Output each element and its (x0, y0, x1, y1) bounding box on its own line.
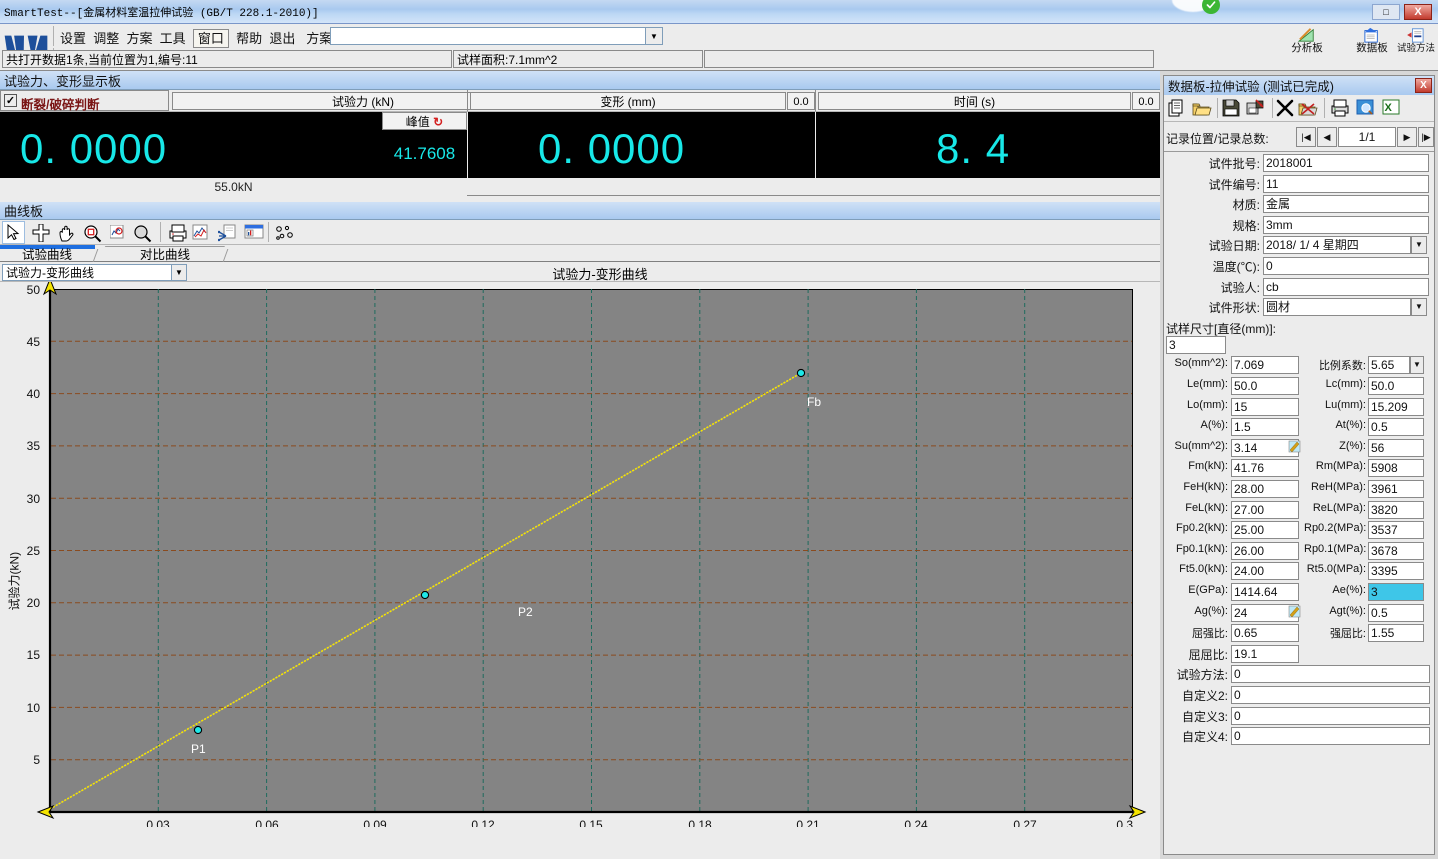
svg-text:0.12: 0.12 (471, 818, 495, 827)
svg-text:0.15: 0.15 (579, 818, 603, 827)
svg-text:P2: P2 (518, 605, 533, 619)
svg-text:0.24: 0.24 (904, 818, 928, 827)
svg-text:40: 40 (27, 387, 41, 401)
svg-text:35: 35 (27, 439, 41, 453)
svg-text:45: 45 (27, 335, 41, 349)
svg-text:50: 50 (27, 283, 41, 297)
svg-text:Fb: Fb (807, 395, 821, 409)
svg-text:0.21: 0.21 (796, 818, 820, 827)
svg-text:0.06: 0.06 (255, 818, 279, 827)
svg-text:10: 10 (27, 701, 41, 715)
svg-text:0.18: 0.18 (688, 818, 712, 827)
svg-text:15: 15 (27, 648, 41, 662)
svg-text:0.3: 0.3 (1116, 818, 1133, 827)
svg-text:25: 25 (27, 544, 41, 558)
svg-text:X: X (1385, 102, 1393, 114)
svg-text:P1: P1 (191, 742, 206, 756)
svg-text:0.27: 0.27 (1013, 818, 1037, 827)
svg-text:0.03: 0.03 (146, 818, 170, 827)
svg-text:0.09: 0.09 (363, 818, 387, 827)
svg-text:20: 20 (27, 596, 41, 610)
svg-text:30: 30 (27, 492, 41, 506)
svg-text:5: 5 (33, 753, 40, 767)
